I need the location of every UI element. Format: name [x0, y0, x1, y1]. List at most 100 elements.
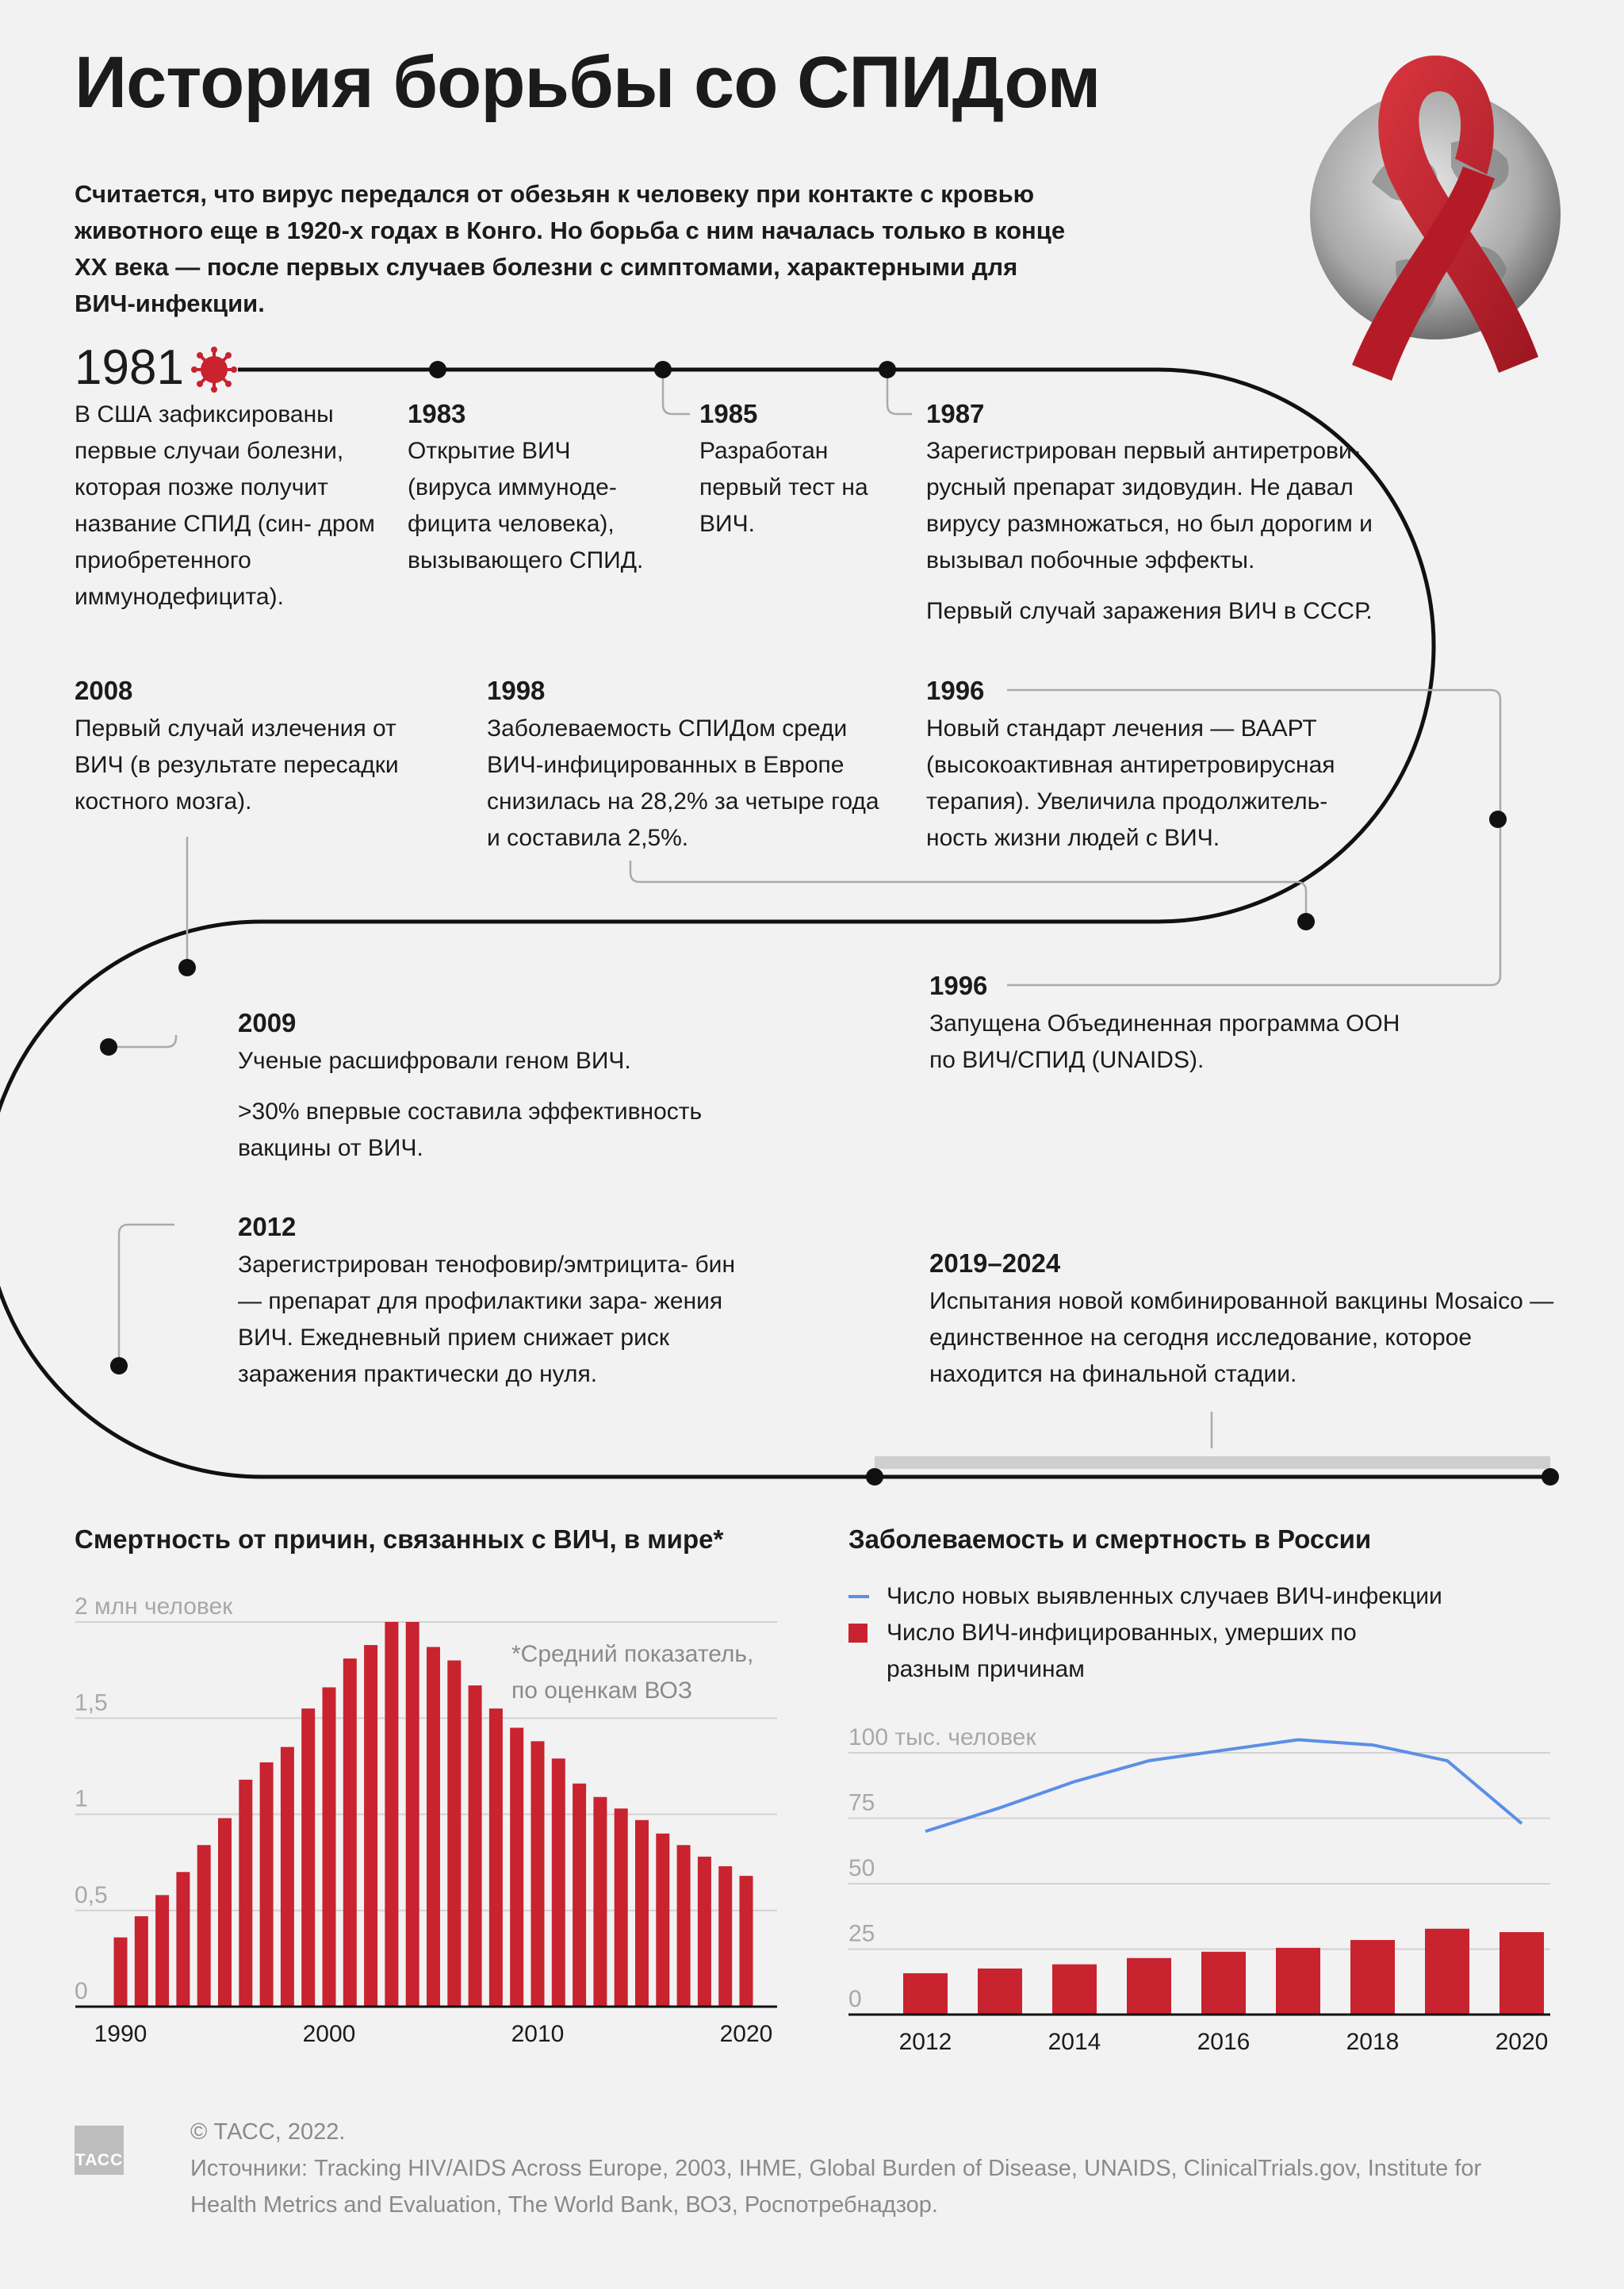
- bar-2012: [903, 1973, 948, 2015]
- event-2008-text: Первый случай излечения от ВИЧ (в резуль…: [75, 715, 399, 815]
- bar-2000: [322, 1687, 336, 2007]
- intro-text: Считается, что вирус передался от обезья…: [75, 180, 1066, 317]
- russia-chart-legend: Число новых выявленных случаев ВИЧ-инфек…: [848, 1578, 1562, 1688]
- tass-logo: ТАСС: [75, 2126, 124, 2175]
- event-year-2012: 2012: [238, 1212, 297, 1241]
- event-2019-2024-text: Испытания новой комбинированной вакцины …: [929, 1288, 1554, 1387]
- y-tick-label: 75: [848, 1790, 875, 1816]
- bar-2005: [427, 1647, 440, 2007]
- timeline-line: [0, 367, 1550, 1479]
- bar-2019: [718, 1865, 733, 2007]
- timeline-dots: [100, 361, 1559, 1486]
- bar-2018: [697, 1856, 711, 2007]
- bar-2003: [385, 1622, 399, 2007]
- bar-2008: [488, 1708, 503, 2007]
- y-tick-label: 100 тыс. человек: [848, 1724, 1036, 1750]
- x-tick-label: 1990: [94, 2021, 147, 2047]
- legend-item-deaths: Число ВИЧ-инфицированных, умерших по раз…: [848, 1615, 1562, 1688]
- bar-2002: [364, 1645, 378, 2007]
- bar-2012: [573, 1783, 587, 2007]
- x-tick-label: 2016: [1197, 2029, 1251, 2055]
- bar-2010: [530, 1741, 545, 2007]
- event-1983-text: Открытие ВИЧ (вируса иммуноде- фицита че…: [408, 438, 644, 573]
- legend-label-deaths: Число ВИЧ-инфицированных, умерших по раз…: [887, 1620, 1357, 1682]
- bar-1995: [218, 1818, 232, 2007]
- bar-1998: [280, 1746, 294, 2007]
- event-year-1981: 1981: [75, 340, 184, 395]
- event-year-2009: 2009: [238, 1008, 297, 1037]
- russia-chart-title: Заболеваемость и смертность в России: [848, 1524, 1372, 1554]
- legend-bar-swatch: [848, 1624, 868, 1643]
- bar-1990: [113, 1937, 128, 2007]
- x-tick-label: 2020: [1496, 2029, 1549, 2055]
- legend-item-new-cases: Число новых выявленных случаев ВИЧ-инфек…: [848, 1578, 1562, 1615]
- legend-label-new-cases: Число новых выявленных случаев ВИЧ-инфек…: [887, 1583, 1442, 1609]
- event-1981-text: В США зафиксированы первые случаи болезн…: [75, 401, 375, 610]
- connector-lines: [109, 370, 1502, 1448]
- world-mortality-chart-title: Смертность от причин, связанных с ВИЧ, в…: [75, 1524, 724, 1554]
- footer: © ТАСС, 2022. Источники: Tracking HIV/AI…: [190, 2114, 1554, 2223]
- bar-1991: [134, 1916, 148, 2007]
- y-tick-label: 0: [848, 1986, 862, 2012]
- bar-1999: [301, 1708, 316, 2007]
- y-tick-label: 50: [848, 1855, 875, 1881]
- bar-2011: [551, 1758, 565, 2007]
- page-title: История борьбы со СПИДом: [75, 42, 1101, 123]
- x-tick-label: 2010: [511, 2021, 565, 2047]
- x-tick-label: 2012: [899, 2029, 952, 2055]
- event-2012-text: Зарегистрирован тенофовир/эмтрицита- бин…: [238, 1252, 736, 1387]
- event-year-1983: 1983: [408, 399, 466, 428]
- timeline-svg: [0, 347, 1559, 1486]
- event-1998-text: Заболеваемость СПИДом среди ВИЧ-инфициро…: [487, 715, 879, 851]
- y-tick-label: 1: [75, 1786, 88, 1812]
- y-tick-label: 0: [75, 1978, 88, 2004]
- event-year-1998: 1998: [487, 676, 546, 705]
- bar-2009: [510, 1727, 524, 2007]
- bar-2017: [1276, 1947, 1320, 2015]
- x-tick-label: 2014: [1048, 2029, 1101, 2055]
- bar-1997: [259, 1762, 274, 2007]
- vaccine-trial-bar: [875, 1456, 1550, 1469]
- legend-line-swatch: [848, 1595, 869, 1598]
- chart-note: *Средний показатель, по оценкам ВОЗ: [511, 1641, 753, 1704]
- bar-2007: [468, 1685, 482, 2007]
- event-year-2008: 2008: [75, 676, 133, 705]
- bar-2020: [1500, 1932, 1544, 2015]
- virus-icon: [191, 347, 237, 393]
- russia-chart: 100 тыс. человек 75 50 25 0 2012 2014 2016 2018 2…: [848, 1724, 1550, 2055]
- bar-2015: [635, 1819, 649, 2007]
- bar-2013: [978, 1968, 1022, 2015]
- bar-2004: [405, 1622, 419, 2007]
- bar-2016: [656, 1833, 670, 2007]
- bar-2014: [614, 1808, 628, 2007]
- event-1996-haart-text: Новый стандарт лечения — ВААРТ (высокоак…: [926, 715, 1335, 851]
- bar-2001: [343, 1658, 357, 2007]
- bar-2017: [676, 1845, 691, 2007]
- bar-2016: [1201, 1951, 1246, 2015]
- x-tick-label: 2018: [1346, 2029, 1400, 2055]
- bar-2013: [593, 1796, 607, 2007]
- bar-2020: [739, 1876, 753, 2007]
- event-1985-text: Разработан первый тест на ВИЧ.: [699, 438, 868, 537]
- y-tick-label: 2 млн человек: [75, 1593, 233, 1620]
- bar-1993: [176, 1872, 190, 2007]
- copyright: © ТАСС, 2022.: [190, 2119, 346, 2145]
- event-1987-text: Зарегистрирован первый антиретрови- русн…: [926, 438, 1373, 624]
- y-tick-label: 25: [848, 1921, 875, 1947]
- bar-1996: [239, 1779, 253, 2007]
- bar-2015: [1127, 1957, 1171, 2015]
- bar-2014: [1052, 1964, 1097, 2015]
- bar-2019: [1425, 1928, 1469, 2015]
- event-year-1985: 1985: [699, 399, 758, 428]
- aids-ribbon-icon: [1310, 56, 1561, 381]
- event-2009-text: Ученые расшифровали геном ВИЧ. >30% вперв…: [238, 1048, 703, 1161]
- y-tick-label: 0,5: [75, 1882, 108, 1908]
- event-year-1996-haart: 1996: [926, 676, 985, 705]
- event-year-1996-unaids: 1996: [929, 971, 988, 1000]
- bar-1994: [197, 1845, 211, 2007]
- event-year-1987: 1987: [926, 399, 985, 428]
- sources: Источники: Tracking HIV/AIDS Across Euro…: [190, 2156, 1482, 2218]
- bar-2018: [1350, 1939, 1395, 2015]
- y-tick-label: 1,5: [75, 1689, 108, 1716]
